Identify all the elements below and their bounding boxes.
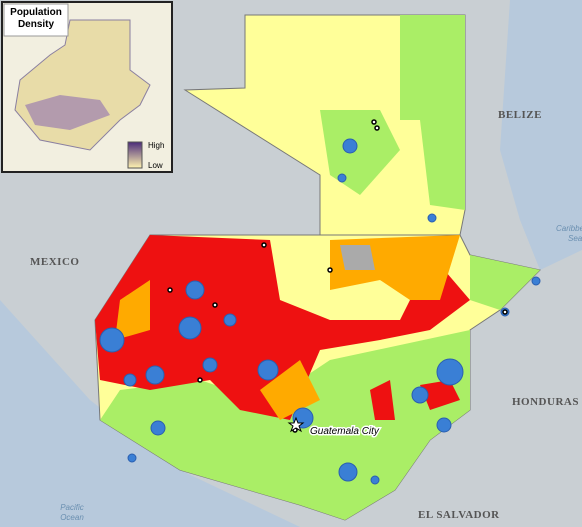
legend-low: Low xyxy=(148,161,163,170)
guatemala xyxy=(94,14,542,521)
water-label: Sea xyxy=(568,234,582,243)
legend-high: High xyxy=(148,141,164,150)
country-label: BELIZE xyxy=(498,109,542,121)
capital-label: Guatemala City xyxy=(310,426,380,437)
country-label: EL SALVADOR xyxy=(418,509,500,521)
pacific-sea xyxy=(0,300,300,527)
water-label: Caribbe xyxy=(556,224,582,233)
city-dots xyxy=(167,119,508,433)
water-label: Pacific xyxy=(60,503,84,512)
country-label: MEXICO xyxy=(30,256,79,268)
inset-title: Population Density xyxy=(10,7,62,30)
water-label: Ocean xyxy=(60,513,84,522)
caribbean-sea xyxy=(500,0,582,270)
capital-star xyxy=(287,416,305,433)
country-label: HONDURAS xyxy=(512,396,579,408)
inset: Population Density High Low xyxy=(1,1,173,173)
population-markers xyxy=(99,138,541,485)
